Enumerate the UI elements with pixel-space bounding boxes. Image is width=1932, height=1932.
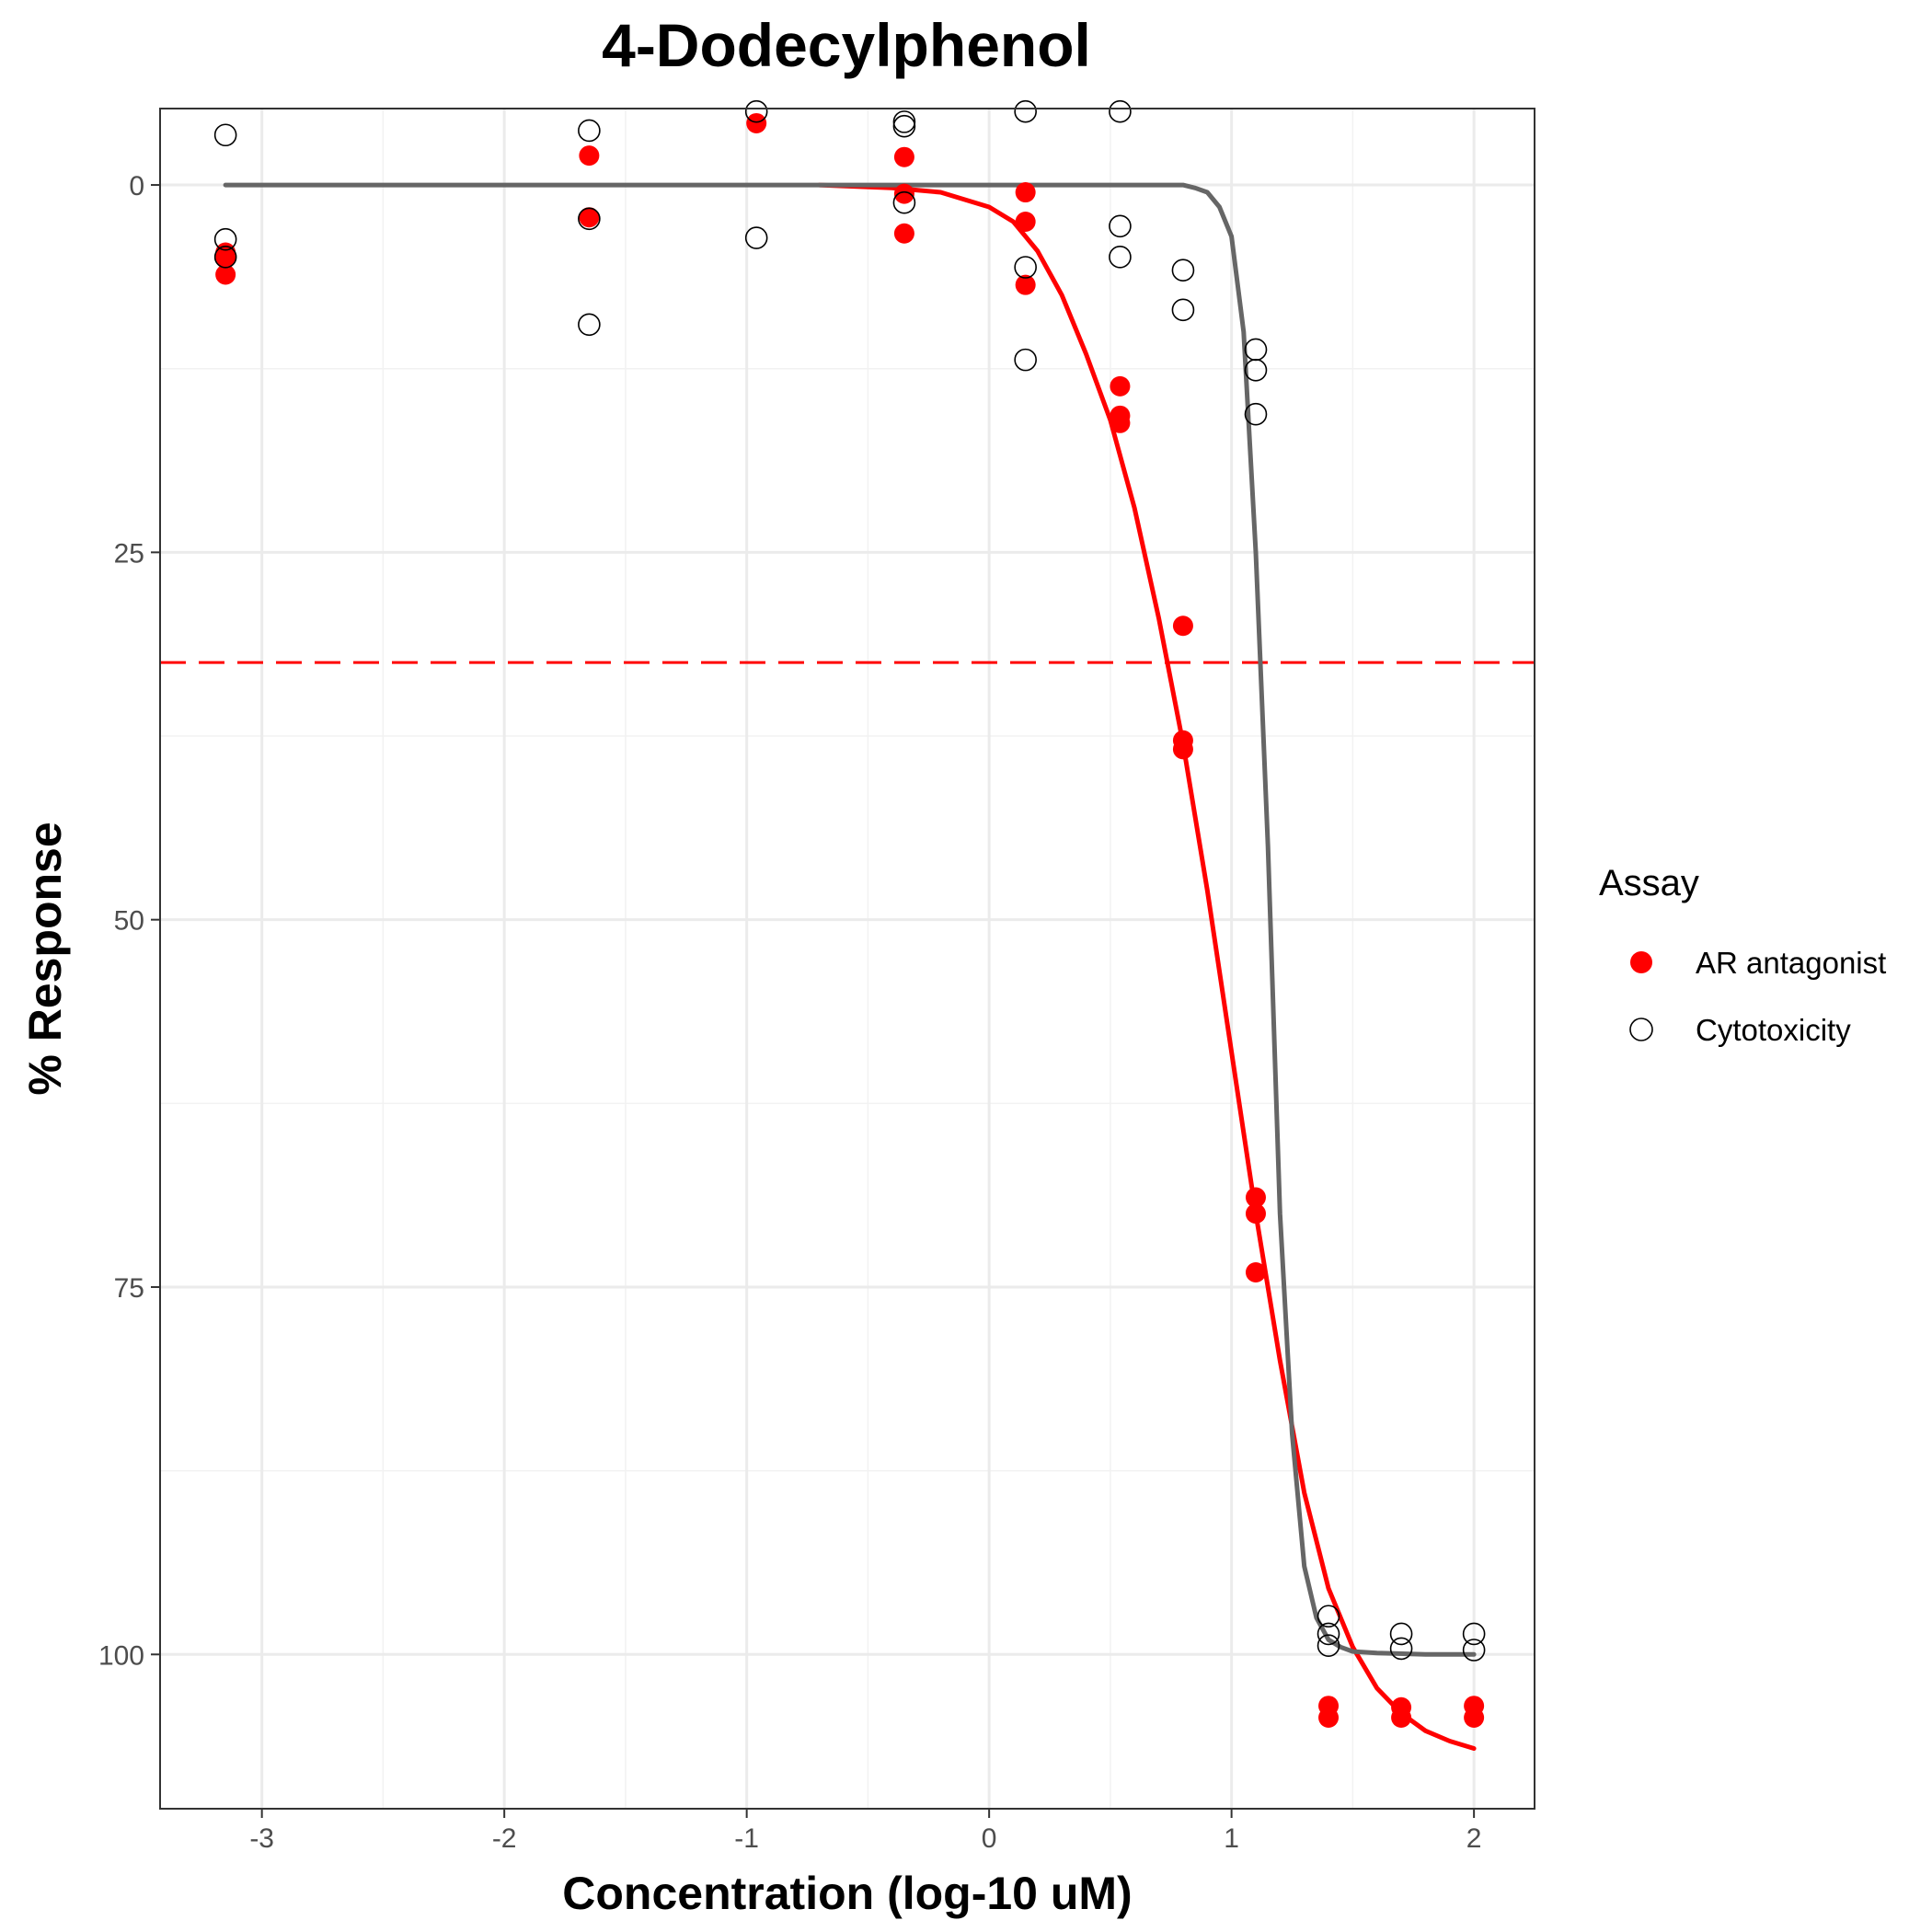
y-tick-label: 50 xyxy=(114,906,144,937)
legend-key-cytotoxicity xyxy=(1629,1018,1653,1041)
cytotoxicity-point xyxy=(1389,1622,1413,1646)
cytotoxicity-point xyxy=(744,226,768,249)
cytotoxicity-point xyxy=(1317,1604,1340,1628)
x-tick-label: -1 xyxy=(734,1823,759,1854)
x-tick-label: -2 xyxy=(492,1823,517,1854)
cytotoxicity-point xyxy=(578,119,601,143)
cytotoxicity-point xyxy=(1317,1622,1340,1646)
ar-antagonist-point xyxy=(1110,375,1131,397)
ar-antagonist-point xyxy=(1110,412,1131,433)
cytotoxicity-point xyxy=(1244,359,1268,382)
cytotoxicity-point xyxy=(892,110,916,133)
ar-antagonist-point xyxy=(1245,1262,1266,1283)
cytotoxicity-point xyxy=(1109,246,1132,269)
cytotoxicity-point xyxy=(213,123,237,147)
cytotoxicity-point xyxy=(1462,1639,1486,1662)
x-tick-label: 0 xyxy=(982,1823,997,1854)
x-tick-label: -3 xyxy=(249,1823,274,1854)
ar-antagonist-point xyxy=(215,247,236,269)
point-layer xyxy=(213,99,1486,1728)
y-tick-label: 25 xyxy=(114,538,144,569)
fit-curve-cytotoxicity xyxy=(223,182,1477,1657)
ar-antagonist-point xyxy=(1015,211,1036,232)
legend-title: Assay xyxy=(1599,863,1699,903)
y-axis-ticks: 0 25 50 75 100 xyxy=(98,171,160,1671)
cytotoxicity-point xyxy=(1171,298,1195,322)
grid xyxy=(160,109,1535,1809)
ar-antagonist-point xyxy=(1015,274,1036,295)
ar-antagonist-point xyxy=(579,145,600,167)
ar-antagonist-point xyxy=(893,183,914,204)
ar-antagonist-point xyxy=(1172,615,1193,637)
ar-antagonist-point xyxy=(1464,1707,1485,1728)
ar-antagonist-point xyxy=(1172,739,1193,760)
ar-antagonist-point xyxy=(215,264,236,285)
x-tick-label: 1 xyxy=(1224,1823,1239,1854)
cytotoxicity-point xyxy=(1171,259,1195,282)
cytotoxicity-point xyxy=(1462,1622,1486,1646)
ar-antagonist-point xyxy=(579,207,600,228)
cytotoxicity-point xyxy=(1317,1634,1340,1658)
cytotoxicity-point xyxy=(213,246,237,269)
chart-title: 4-Dodecylphenol xyxy=(602,11,1091,79)
ar-antagonist-point xyxy=(893,223,914,244)
legend-key-ar-antagonist xyxy=(1630,951,1652,973)
ar-antagonist-point xyxy=(1318,1707,1340,1728)
ar-antagonist-point xyxy=(1391,1707,1412,1728)
cytotoxicity-point xyxy=(892,190,916,214)
curve-layer xyxy=(223,182,1477,1751)
y-tick-label: 75 xyxy=(114,1273,144,1304)
cytotoxicity-point xyxy=(578,207,601,231)
legend: Assay AR antagonist Cytotoxicity xyxy=(1599,863,1886,1047)
cytotoxicity-point xyxy=(1244,338,1268,362)
cytotoxicity-point xyxy=(1014,348,1037,372)
ar-antagonist-point xyxy=(746,112,767,133)
y-tick-label: 0 xyxy=(129,171,144,201)
cytotoxicity-point xyxy=(1244,402,1268,426)
cytotoxicity-point xyxy=(744,99,768,123)
y-axis-title: % Response xyxy=(19,822,71,1095)
ar-antagonist-point xyxy=(1245,1203,1266,1225)
cytotoxicity-point xyxy=(213,227,237,251)
cytotoxicity-point xyxy=(892,114,916,138)
legend-label-ar-antagonist: AR antagonist xyxy=(1696,946,1886,980)
ar-antagonist-point xyxy=(1015,182,1036,203)
cytotoxicity-point xyxy=(1389,1637,1413,1661)
ar-antagonist-point xyxy=(893,146,914,167)
ar-antagonist-point xyxy=(1245,1187,1266,1208)
legend-items: AR antagonist Cytotoxicity xyxy=(1629,946,1886,1047)
x-axis-title: Concentration (log-10 uM) xyxy=(562,1868,1132,1919)
cytotoxicity-point xyxy=(1109,99,1132,123)
cytotoxicity-point xyxy=(578,313,601,337)
x-axis-ticks: -3 -2 -1 0 1 2 xyxy=(249,1809,1481,1854)
x-tick-label: 2 xyxy=(1466,1823,1482,1854)
cytotoxicity-point xyxy=(1109,214,1132,238)
cytotoxicity-point xyxy=(1014,256,1037,279)
cytotoxicity-point xyxy=(1014,99,1037,123)
plot-panel-border xyxy=(159,108,1535,1810)
fit-curve-ar-antagonist xyxy=(817,182,1477,1751)
legend-label-cytotoxicity: Cytotoxicity xyxy=(1696,1013,1851,1047)
y-tick-label: 100 xyxy=(98,1640,144,1671)
